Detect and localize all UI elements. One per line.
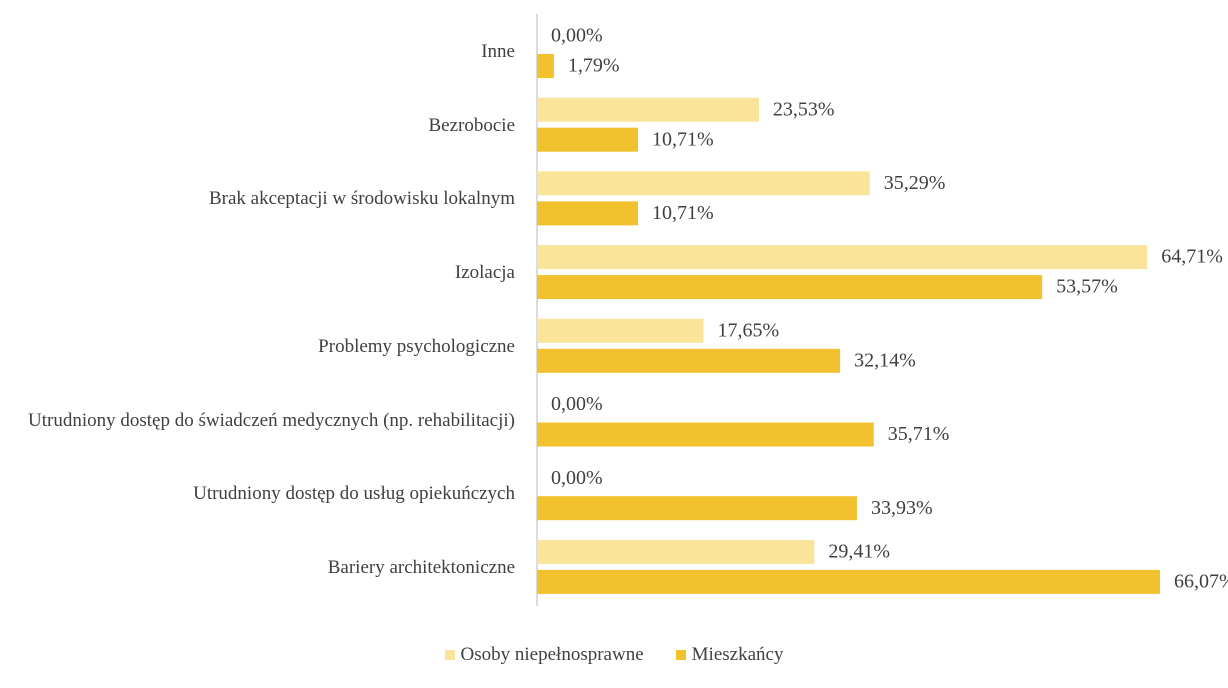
data-label: 0,00%: [551, 25, 603, 47]
bar: [537, 275, 1043, 300]
category-label: Inne: [481, 41, 515, 62]
bar: [537, 245, 1148, 270]
legend-swatch: [444, 650, 455, 660]
data-label: 10,71%: [652, 128, 714, 150]
category-label: Bezrobocie: [428, 114, 515, 136]
data-label: 1,79%: [568, 55, 620, 77]
data-label: 0,00%: [551, 467, 603, 489]
category-label: Utrudniony dostęp do świadczeń medycznyc…: [28, 409, 515, 431]
category-label: Utrudniony dostęp do usług opiekuńczych: [193, 483, 515, 505]
bar: [537, 54, 554, 78]
bar: [537, 539, 815, 564]
legend: Osoby niepełnosprawne Mieszkańcy: [0, 644, 1228, 666]
legend-label: Osoby niepełnosprawne: [460, 644, 644, 665]
category-label: Problemy psychologiczne: [318, 335, 515, 357]
bar: [537, 348, 841, 373]
bar: [537, 97, 759, 122]
bar: [537, 201, 638, 226]
bar: [537, 496, 857, 521]
data-label: 17,65%: [717, 319, 779, 341]
data-label: 35,29%: [884, 172, 946, 194]
data-label: 23,53%: [773, 98, 835, 120]
data-label: 66,07%: [1174, 570, 1228, 592]
data-label: 53,57%: [1056, 276, 1118, 298]
data-label: 32,14%: [854, 349, 916, 371]
bar: [537, 318, 704, 343]
category-label: Izolacja: [454, 262, 515, 284]
data-label: 29,41%: [828, 540, 890, 562]
data-label: 10,71%: [652, 202, 714, 224]
legend-label: Mieszkańcy: [691, 644, 784, 665]
legend-swatch: [675, 650, 686, 660]
category-label: Brak akceptacji w środowisku lokalnym: [208, 188, 515, 210]
bar: [537, 127, 638, 152]
bar: [537, 171, 870, 196]
legend-item: Osoby niepełnosprawne: [444, 644, 644, 666]
legend-item: Mieszkańcy: [675, 644, 784, 666]
data-label: 35,71%: [888, 423, 950, 445]
data-label: 64,71%: [1161, 246, 1223, 268]
data-label: 0,00%: [551, 393, 603, 415]
bar: [537, 569, 1161, 594]
data-label: 33,93%: [871, 497, 933, 519]
bar: [537, 422, 874, 447]
category-label: Bariery architektoniczne: [327, 556, 515, 578]
